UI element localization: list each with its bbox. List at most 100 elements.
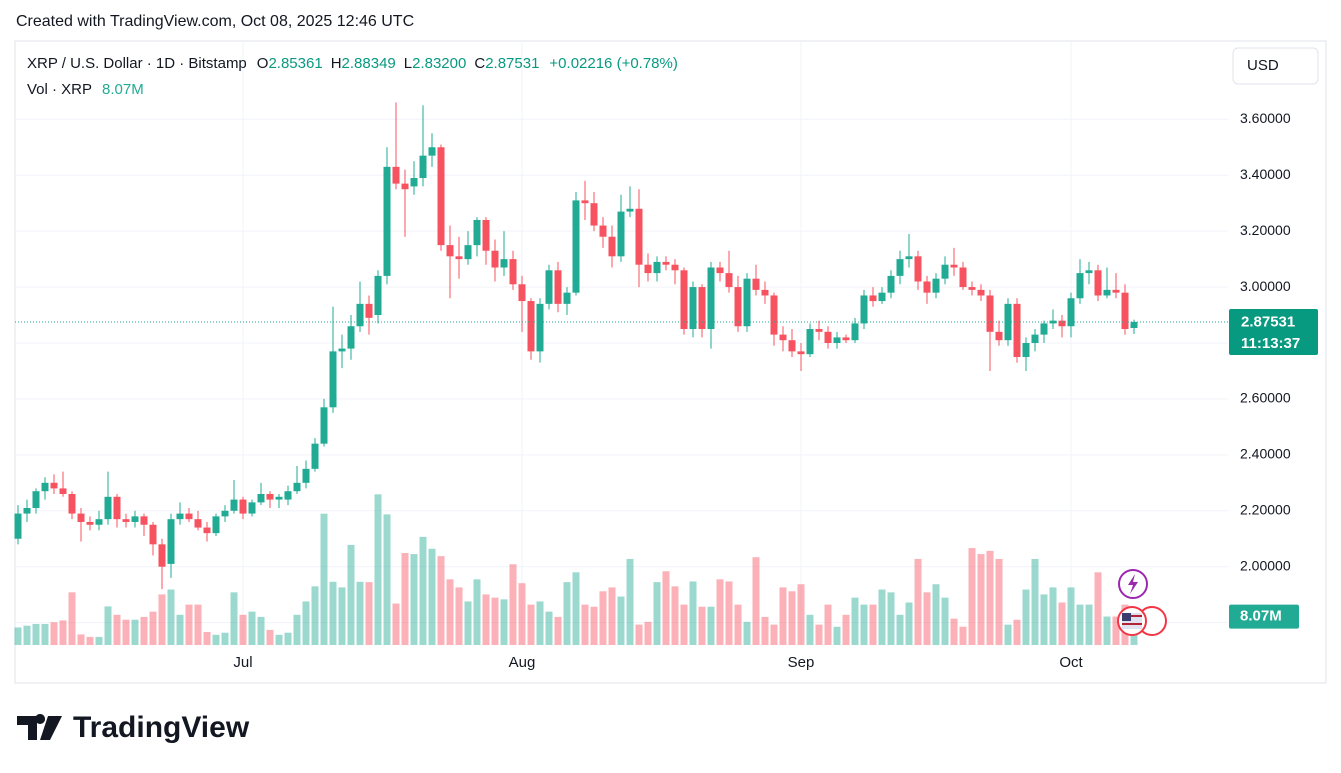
volume-bar <box>446 579 454 645</box>
candle-body <box>140 516 148 525</box>
volume-bar <box>473 579 481 645</box>
candle-body <box>824 331 832 343</box>
volume-bar <box>365 582 373 645</box>
candle-body <box>212 516 220 534</box>
volume-name: Vol · XRP <box>27 81 92 98</box>
volume-bar <box>149 611 157 645</box>
volume-bar <box>815 624 823 645</box>
candle-body <box>149 524 157 545</box>
volume-bar <box>1112 616 1120 645</box>
candle-body <box>977 289 985 296</box>
price-axis: 1.800002.000002.200002.400002.600002.800… <box>233 110 1318 671</box>
volume-bar <box>428 548 436 645</box>
logo-mark <box>17 714 62 740</box>
candle-body <box>743 278 751 327</box>
volume-bar <box>86 636 94 645</box>
legend-row: XRP / U.S. Dollar · 1D · Bitstamp O2.8536… <box>27 55 678 72</box>
candle-body <box>959 267 967 288</box>
volume-bar <box>122 619 130 645</box>
candle-body <box>581 200 589 204</box>
candle-body <box>95 519 103 525</box>
volume-bar <box>347 544 355 645</box>
volume-bar <box>275 634 283 645</box>
candle-body <box>446 245 454 257</box>
volume-bar <box>482 594 490 645</box>
x-tick-label: Sep <box>788 654 815 671</box>
volume-bar <box>104 606 112 645</box>
volume-bar <box>959 626 967 645</box>
volume-bar <box>734 604 742 645</box>
volume-bar <box>869 604 877 645</box>
candle-body <box>248 502 256 514</box>
volume-bar <box>752 557 760 645</box>
candle-body <box>302 468 310 483</box>
candle-body <box>635 208 643 265</box>
high-value: 2.88349 <box>342 55 396 72</box>
volume-bar <box>455 587 463 645</box>
volume-bar <box>1067 587 1075 645</box>
x-tick-label: Jul <box>233 654 252 671</box>
volume-bar <box>383 514 391 645</box>
candle-body <box>653 261 661 274</box>
volume-bar <box>59 620 67 645</box>
volume-bar <box>797 584 805 645</box>
candle-body <box>257 494 265 503</box>
low-value: 2.83200 <box>412 55 466 72</box>
lightning-icon <box>1128 574 1138 594</box>
candle-body <box>860 295 868 324</box>
candle-body <box>806 329 814 355</box>
volume-bar <box>563 582 571 645</box>
volume-bar <box>239 614 247 645</box>
candle-body <box>788 340 796 352</box>
volume-bar <box>32 623 40 645</box>
currency-button[interactable] <box>1232 47 1319 85</box>
candle-body <box>905 256 913 260</box>
volume-badge-label: 8.07M <box>1240 608 1282 625</box>
high-label: H <box>331 55 342 72</box>
candle-body <box>932 278 940 293</box>
candle-body <box>464 245 472 260</box>
candle-body <box>707 267 715 330</box>
volume-bar <box>842 614 850 645</box>
volume-pane <box>14 494 1138 645</box>
volume-bar <box>113 614 121 645</box>
volume-bar <box>203 632 211 645</box>
candle-body <box>1112 289 1120 293</box>
y-tick-label: 2.60000 <box>1240 390 1291 406</box>
volume-bar <box>986 550 994 645</box>
symbol-title: XRP / U.S. Dollar · 1D · Bitstamp <box>27 55 247 72</box>
candle-body <box>1040 323 1048 335</box>
volume-bar <box>437 556 445 645</box>
candle-body <box>176 513 184 520</box>
candle-body <box>419 155 427 179</box>
volume-bar <box>833 626 841 645</box>
candle-body <box>320 407 328 444</box>
candle-body <box>59 488 67 494</box>
volume-bar <box>1013 619 1021 645</box>
volume-bar <box>464 601 472 645</box>
candle-body <box>14 513 22 539</box>
candles <box>14 102 1228 590</box>
candle-body <box>671 264 679 271</box>
candle-body <box>941 264 949 279</box>
volume-bar <box>248 611 256 645</box>
candle-body <box>275 496 283 500</box>
volume-bar <box>95 636 103 645</box>
volume-bar <box>923 592 931 645</box>
volume-bar <box>509 564 517 645</box>
candle-body <box>500 259 508 268</box>
volume-bar <box>572 572 580 645</box>
volume-bar <box>293 614 301 645</box>
candle-body <box>563 292 571 304</box>
candle-body <box>923 281 931 293</box>
close-label: C <box>474 55 485 72</box>
candle-body <box>311 443 319 469</box>
volume-bar <box>266 629 274 645</box>
open-label: O <box>257 55 269 72</box>
volume-bar <box>140 616 148 645</box>
volume-bar <box>779 587 787 645</box>
candle-body <box>617 211 625 257</box>
y-tick-label: 3.60000 <box>1240 110 1291 126</box>
currency-label[interactable]: USD <box>1247 57 1279 74</box>
